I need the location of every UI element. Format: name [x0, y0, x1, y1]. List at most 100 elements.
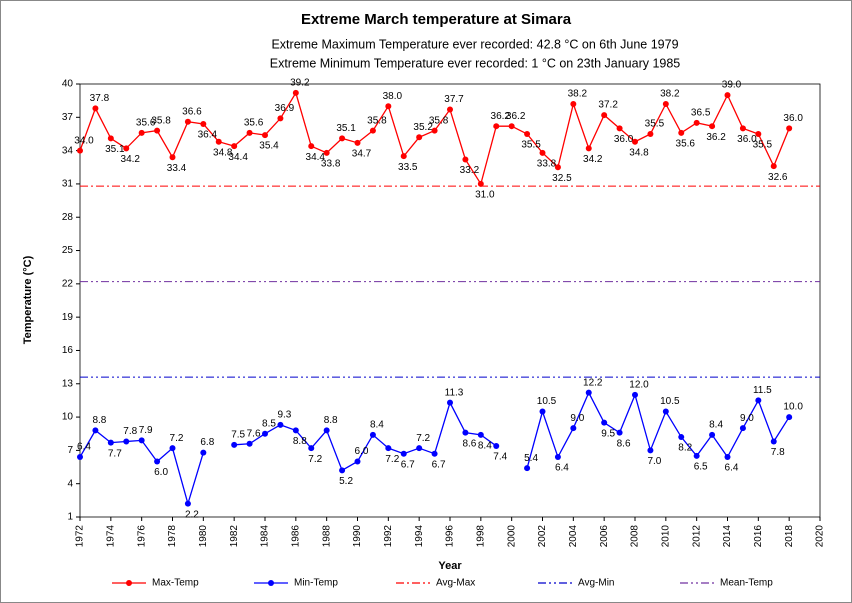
- point: [262, 430, 268, 437]
- point: [632, 138, 638, 145]
- data-label: 38.2: [568, 89, 588, 100]
- data-label: 8.8: [92, 415, 106, 426]
- y-tick-label: 13: [62, 378, 74, 389]
- point: [508, 123, 515, 130]
- point: [739, 425, 746, 432]
- y-axis-label: Temperature (°C): [22, 255, 34, 344]
- point: [416, 134, 423, 141]
- data-label: 36.2: [706, 132, 726, 143]
- data-label: 33.8: [321, 158, 341, 169]
- chart-subtitle: Extreme Minimum Temperature ever recorde…: [270, 56, 681, 70]
- data-label: 35.6: [136, 117, 156, 128]
- point: [154, 458, 161, 465]
- data-label: 7.2: [385, 454, 399, 465]
- data-label: 7.7: [108, 448, 122, 459]
- point: [709, 431, 716, 438]
- point: [339, 135, 346, 142]
- x-tick-label: 1972: [75, 525, 86, 548]
- point: [416, 445, 423, 452]
- data-label: 6.8: [200, 437, 214, 448]
- legend-label: Avg-Max: [436, 578, 475, 589]
- point: [662, 100, 669, 107]
- data-label: 35.8: [429, 115, 449, 126]
- x-tick-label: 1998: [475, 525, 486, 548]
- point: [693, 119, 700, 126]
- point: [354, 458, 361, 465]
- x-tick-label: 2008: [630, 525, 641, 548]
- point: [277, 115, 284, 122]
- x-tick-label: 1978: [167, 525, 178, 548]
- point: [323, 149, 330, 156]
- data-label: 7.2: [308, 454, 322, 465]
- x-tick-label: 2010: [660, 525, 671, 548]
- point: [570, 100, 577, 107]
- data-label: 7.2: [416, 433, 430, 444]
- data-label: 7.5: [231, 429, 245, 440]
- data-label: 8.4: [709, 419, 723, 430]
- point: [215, 138, 222, 145]
- x-tick-label: 1992: [383, 525, 394, 548]
- x-tick-label: 2020: [815, 525, 826, 548]
- x-tick-label: 1990: [352, 525, 363, 548]
- point: [616, 429, 623, 436]
- chart-subtitle: Extreme Maximum Temperature ever recorde…: [271, 37, 678, 51]
- y-tick-label: 37: [62, 112, 74, 123]
- x-tick-label: 2000: [506, 525, 517, 548]
- point: [539, 408, 546, 415]
- y-tick-label: 22: [62, 278, 74, 289]
- point: [92, 105, 99, 112]
- data-label: 34.4: [306, 152, 326, 163]
- data-label: 36.2: [491, 111, 511, 122]
- point: [539, 149, 546, 156]
- data-label: 8.5: [262, 418, 276, 429]
- data-label: 33.5: [398, 162, 418, 173]
- y-tick-label: 1: [67, 512, 73, 523]
- point: [246, 440, 253, 447]
- point: [123, 145, 130, 152]
- data-label: 6.4: [77, 442, 91, 453]
- point: [709, 123, 716, 130]
- x-tick-label: 1996: [445, 525, 456, 548]
- legend-marker: [268, 580, 274, 586]
- data-label: 37.7: [444, 94, 464, 105]
- data-label: 6.4: [725, 463, 739, 474]
- point: [200, 449, 207, 456]
- point: [184, 500, 191, 507]
- data-label: 9.5: [601, 428, 615, 439]
- point: [755, 397, 762, 404]
- point: [184, 118, 191, 125]
- legend-marker: [126, 580, 132, 586]
- data-label: 5.4: [524, 453, 538, 464]
- data-label: 36.4: [198, 130, 218, 141]
- point: [400, 450, 407, 457]
- data-label: 12.0: [629, 380, 649, 391]
- point: [770, 163, 777, 170]
- data-label: 6.0: [154, 467, 168, 478]
- data-label: 6.7: [432, 459, 446, 470]
- x-tick-label: 1982: [229, 525, 240, 548]
- point: [739, 125, 746, 132]
- data-label: 8.4: [478, 440, 492, 451]
- point: [585, 145, 592, 152]
- data-label: 36.5: [691, 107, 711, 118]
- data-label: 34.2: [583, 154, 603, 165]
- point: [678, 129, 685, 136]
- data-label: 6.7: [401, 459, 415, 470]
- data-label: 8.2: [678, 443, 692, 454]
- x-axis-label: Year: [438, 560, 462, 572]
- data-label: 8.6: [617, 438, 631, 449]
- data-label: 36.0: [783, 113, 803, 124]
- x-tick-label: 1976: [136, 525, 147, 548]
- data-label: 35.8: [151, 115, 171, 126]
- data-label: 33.2: [460, 165, 480, 176]
- data-label: 34.8: [213, 147, 233, 158]
- point: [431, 127, 438, 134]
- data-label: 36.9: [275, 103, 295, 114]
- data-label: 35.4: [259, 141, 279, 152]
- data-label: 38.0: [383, 91, 403, 102]
- point: [524, 130, 531, 137]
- data-label: 37.8: [90, 93, 110, 104]
- data-label: 31.0: [475, 190, 495, 201]
